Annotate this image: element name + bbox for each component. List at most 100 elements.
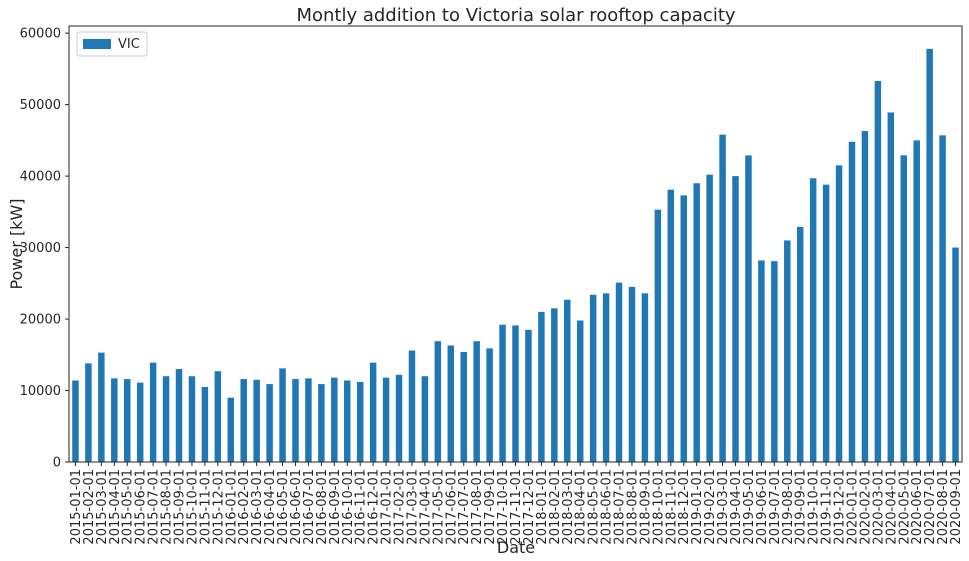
x-tick-label: 2018-03-01 <box>561 469 576 545</box>
x-tick-label: 2020-02-01 <box>858 469 873 545</box>
y-axis-title: Power [kW] <box>7 198 26 289</box>
bar-2019-08-01 <box>784 240 791 462</box>
x-tick-label: 2016-08-01 <box>315 469 330 545</box>
x-tick-label: 2018-10-01 <box>651 469 666 545</box>
x-tick-label: 2016-07-01 <box>302 469 317 545</box>
x-tick-label: 2015-09-01 <box>173 469 188 545</box>
bar-2019-06-01 <box>758 260 765 462</box>
bar-2019-04-01 <box>732 176 739 462</box>
x-tick-label: 2018-01-01 <box>535 469 550 545</box>
bar-2015-03-01 <box>98 352 105 462</box>
bar-2018-12-01 <box>680 195 687 462</box>
x-tick-label: 2019-05-01 <box>742 469 757 545</box>
x-tick-label: 2019-03-01 <box>716 469 731 545</box>
bar-2016-06-01 <box>292 379 299 462</box>
bar-2018-09-01 <box>641 293 649 462</box>
bar-2017-01-01 <box>382 377 390 462</box>
bar-2016-03-01 <box>253 379 260 462</box>
bar-2018-05-01 <box>589 294 597 462</box>
bar-2015-05-01 <box>124 379 131 462</box>
x-tick-label: 2015-06-01 <box>134 469 149 545</box>
x-tick-label: 2017-07-01 <box>457 469 472 545</box>
y-tick-label: 60000 <box>20 27 61 42</box>
bar-2020-02-01 <box>861 131 869 462</box>
x-tick-label: 2016-09-01 <box>328 469 343 545</box>
bar-2016-12-01 <box>369 362 377 462</box>
bar-2018-01-01 <box>538 311 545 462</box>
x-tick-label: 2018-12-01 <box>677 469 692 545</box>
x-tick-label: 2015-05-01 <box>121 469 136 545</box>
x-tick-label: 2020-03-01 <box>871 469 886 545</box>
bar-2017-09-01 <box>486 348 493 462</box>
bar-2020-06-01 <box>913 140 920 462</box>
x-tick-label: 2017-08-01 <box>470 469 485 545</box>
bar-2018-07-01 <box>615 282 623 462</box>
x-tick-label: 2020-01-01 <box>845 469 860 545</box>
bar-2015-06-01 <box>136 382 144 462</box>
legend-swatch-vic <box>83 39 111 49</box>
x-tick-label: 2015-07-01 <box>147 469 162 545</box>
x-tick-label: 2018-05-01 <box>587 469 602 545</box>
x-tick-label: 2019-10-01 <box>807 469 822 545</box>
x-tick-label: 2018-02-01 <box>548 469 563 545</box>
x-tick-label: 2016-11-01 <box>354 469 369 545</box>
bar-2015-04-01 <box>111 378 118 462</box>
x-tick-label: 2018-04-01 <box>574 469 589 545</box>
x-tick-label: 2015-08-01 <box>160 469 175 545</box>
y-tick-label: 40000 <box>20 170 61 185</box>
bar-2017-11-01 <box>512 325 519 462</box>
bar-2020-03-01 <box>874 81 882 462</box>
bar-2015-02-01 <box>85 363 92 462</box>
legend: VIC <box>76 31 148 57</box>
x-tick-label: 2017-12-01 <box>522 469 537 545</box>
bar-2017-08-01 <box>473 341 480 462</box>
x-tick-label: 2020-06-01 <box>910 469 925 545</box>
bar-2017-07-01 <box>460 351 467 462</box>
legend-label-vic: VIC <box>118 37 140 52</box>
x-tick-label: 2017-05-01 <box>431 469 446 545</box>
x-tick-label: 2017-06-01 <box>444 469 459 545</box>
bar-2019-09-01 <box>796 226 804 462</box>
x-tick-label: 2017-04-01 <box>418 469 433 545</box>
x-tick-label: 2018-08-01 <box>625 469 640 545</box>
x-tick-label: 2018-07-01 <box>613 469 628 545</box>
bars-group <box>72 48 959 463</box>
x-tick-label: 2019-12-01 <box>833 469 848 545</box>
x-tick-label: 2017-11-01 <box>509 469 524 545</box>
bar-2016-11-01 <box>356 381 364 462</box>
y-tick-label: 0 <box>53 456 61 471</box>
x-tick-label: 2018-06-01 <box>600 469 615 545</box>
x-tick-label: 2017-02-01 <box>393 469 408 545</box>
bar-2016-09-01 <box>331 377 338 462</box>
x-tick-label: 2019-08-01 <box>781 469 796 545</box>
bar-2017-02-01 <box>395 374 403 462</box>
bar-2016-01-01 <box>227 397 235 462</box>
bar-2016-02-01 <box>240 379 247 462</box>
x-tick-label: 2019-01-01 <box>690 469 705 545</box>
bar-2019-07-01 <box>771 261 778 462</box>
x-tick-label: 2019-11-01 <box>820 469 835 545</box>
bar-2015-12-01 <box>214 371 222 462</box>
bar-2016-07-01 <box>305 378 312 462</box>
bar-2019-10-01 <box>809 178 817 463</box>
y-axis: 0 10000 20000 30000 40000 50000 60000 <box>20 27 69 471</box>
bar-2020-09-01 <box>952 247 959 462</box>
bar-2017-04-01 <box>421 376 429 462</box>
bar-2017-06-01 <box>447 345 455 462</box>
bar-2020-07-01 <box>926 48 933 462</box>
bar-2018-10-01 <box>654 209 662 462</box>
bar-2020-04-01 <box>887 112 895 463</box>
bar-2016-10-01 <box>344 380 351 462</box>
bar-2019-01-01 <box>693 183 700 462</box>
x-tick-label: 2016-01-01 <box>224 469 239 545</box>
x-tick-label: 2020-07-01 <box>923 469 938 545</box>
x-tick-label: 2019-07-01 <box>768 469 783 545</box>
y-tick-label: 30000 <box>20 241 61 256</box>
bar-2019-03-01 <box>719 134 726 462</box>
bar-2017-12-01 <box>525 329 532 462</box>
x-tick-label: 2017-01-01 <box>380 469 395 545</box>
x-tick-label: 2016-03-01 <box>250 469 265 545</box>
x-tick-label: 2016-02-01 <box>237 469 252 545</box>
bar-2018-03-01 <box>564 299 571 462</box>
